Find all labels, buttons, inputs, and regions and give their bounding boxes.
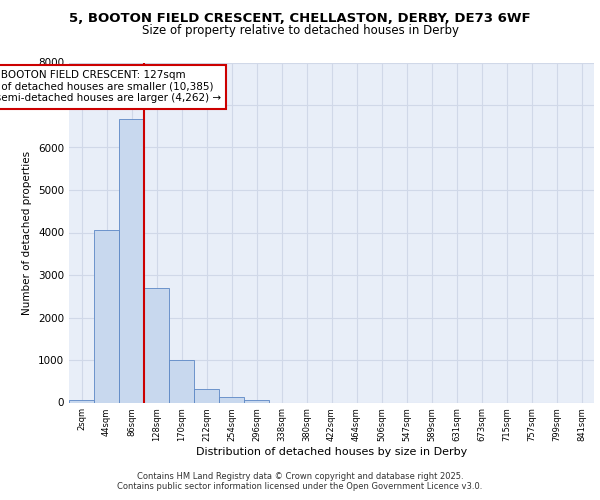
Bar bbox=[219, 398, 244, 402]
Bar bbox=[144, 288, 169, 403]
Text: Size of property relative to detached houses in Derby: Size of property relative to detached ho… bbox=[142, 24, 458, 37]
Text: 5, BOOTON FIELD CRESCENT, CHELLASTON, DERBY, DE73 6WF: 5, BOOTON FIELD CRESCENT, CHELLASTON, DE… bbox=[69, 12, 531, 26]
X-axis label: Distribution of detached houses by size in Derby: Distribution of detached houses by size … bbox=[196, 447, 467, 457]
Y-axis label: Number of detached properties: Number of detached properties bbox=[22, 150, 32, 314]
Bar bbox=[69, 400, 94, 402]
Text: Contains HM Land Registry data © Crown copyright and database right 2025.: Contains HM Land Registry data © Crown c… bbox=[137, 472, 463, 481]
Bar bbox=[169, 360, 194, 403]
Bar bbox=[194, 389, 219, 402]
Bar bbox=[244, 400, 269, 402]
Bar bbox=[119, 118, 144, 403]
Text: 5 BOOTON FIELD CRESCENT: 127sqm
← 70% of detached houses are smaller (10,385)
29: 5 BOOTON FIELD CRESCENT: 127sqm ← 70% of… bbox=[0, 70, 221, 103]
Text: Contains public sector information licensed under the Open Government Licence v3: Contains public sector information licen… bbox=[118, 482, 482, 491]
Bar bbox=[94, 230, 119, 402]
